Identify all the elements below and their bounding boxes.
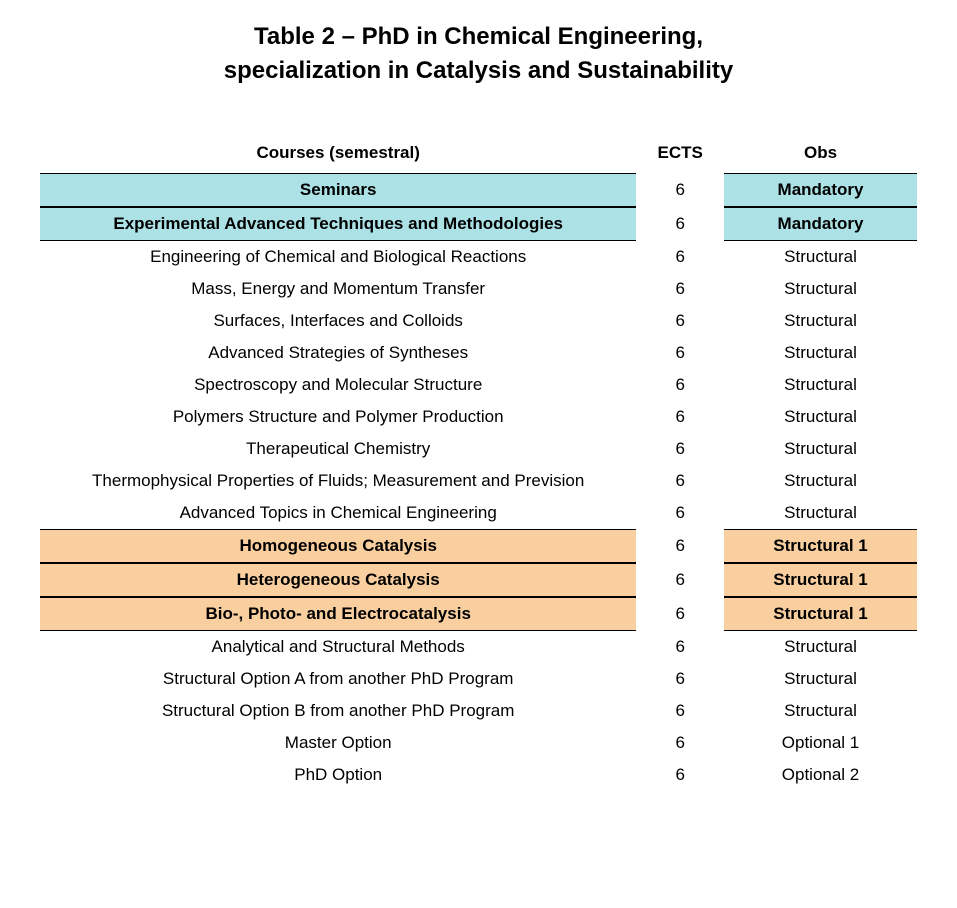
page: Table 2 – PhD in Chemical Engineering, s… [0, 0, 957, 831]
cell-course: Analytical and Structural Methods [40, 631, 636, 663]
col-header-courses: Courses (semestral) [40, 137, 636, 173]
cell-course: Surfaces, Interfaces and Colloids [40, 305, 636, 337]
cell-course: Bio-, Photo- and Electrocatalysis [40, 597, 636, 631]
cell-ects: 6 [636, 759, 724, 791]
table-row: Advanced Strategies of Syntheses6Structu… [40, 337, 917, 369]
cell-ects: 6 [636, 497, 724, 529]
cell-course: Engineering of Chemical and Biological R… [40, 241, 636, 273]
col-header-obs: Obs [724, 137, 917, 173]
cell-obs: Structural 1 [724, 597, 917, 631]
cell-obs: Structural [724, 401, 917, 433]
cell-ects: 6 [636, 727, 724, 759]
cell-course: Therapeutical Chemistry [40, 433, 636, 465]
cell-ects: 6 [636, 433, 724, 465]
cell-course: Polymers Structure and Polymer Productio… [40, 401, 636, 433]
cell-course: PhD Option [40, 759, 636, 791]
cell-ects: 6 [636, 465, 724, 497]
table-row: Therapeutical Chemistry6Structural [40, 433, 917, 465]
col-header-ects: ECTS [636, 137, 724, 173]
cell-ects: 6 [636, 337, 724, 369]
cell-obs: Structural [724, 337, 917, 369]
table-row: PhD Option6Optional 2 [40, 759, 917, 791]
table-row: Analytical and Structural Methods6Struct… [40, 631, 917, 663]
cell-ects: 6 [636, 663, 724, 695]
cell-obs: Structural [724, 369, 917, 401]
table-row: Bio-, Photo- and Electrocatalysis6Struct… [40, 597, 917, 631]
table-row: Master Option6Optional 1 [40, 727, 917, 759]
cell-course: Thermophysical Properties of Fluids; Mea… [40, 465, 636, 497]
table-title: Table 2 – PhD in Chemical Engineering, s… [40, 20, 917, 87]
cell-obs: Structural [724, 497, 917, 529]
cell-ects: 6 [636, 631, 724, 663]
courses-table: Courses (semestral) ECTS Obs Seminars6Ma… [40, 137, 917, 791]
cell-ects: 6 [636, 369, 724, 401]
table-row: Mass, Energy and Momentum Transfer6Struc… [40, 273, 917, 305]
table-body: Seminars6MandatoryExperimental Advanced … [40, 173, 917, 791]
cell-ects: 6 [636, 305, 724, 337]
table-row: Engineering of Chemical and Biological R… [40, 241, 917, 273]
cell-ects: 6 [636, 563, 724, 597]
table-row: Homogeneous Catalysis6Structural 1 [40, 529, 917, 563]
cell-obs: Structural [724, 663, 917, 695]
cell-obs: Structural 1 [724, 529, 917, 563]
cell-ects: 6 [636, 207, 724, 241]
table-header-row: Courses (semestral) ECTS Obs [40, 137, 917, 173]
cell-obs: Structural [724, 695, 917, 727]
cell-course: Master Option [40, 727, 636, 759]
cell-obs: Structural [724, 273, 917, 305]
cell-obs: Structural [724, 465, 917, 497]
cell-ects: 6 [636, 695, 724, 727]
cell-course: Homogeneous Catalysis [40, 529, 636, 563]
table-row: Experimental Advanced Techniques and Met… [40, 207, 917, 241]
cell-ects: 6 [636, 173, 724, 207]
cell-ects: 6 [636, 401, 724, 433]
table-row: Spectroscopy and Molecular Structure6Str… [40, 369, 917, 401]
cell-ects: 6 [636, 241, 724, 273]
table-row: Structural Option B from another PhD Pro… [40, 695, 917, 727]
table-row: Polymers Structure and Polymer Productio… [40, 401, 917, 433]
cell-course: Advanced Topics in Chemical Engineering [40, 497, 636, 529]
cell-obs: Structural [724, 631, 917, 663]
table-row: Advanced Topics in Chemical Engineering6… [40, 497, 917, 529]
table-row: Seminars6Mandatory [40, 173, 917, 207]
cell-ects: 6 [636, 597, 724, 631]
cell-obs: Structural 1 [724, 563, 917, 597]
cell-obs: Optional 1 [724, 727, 917, 759]
cell-obs: Structural [724, 433, 917, 465]
cell-course: Structural Option A from another PhD Pro… [40, 663, 636, 695]
cell-obs: Structural [724, 305, 917, 337]
table-row: Thermophysical Properties of Fluids; Mea… [40, 465, 917, 497]
cell-course: Mass, Energy and Momentum Transfer [40, 273, 636, 305]
cell-obs: Mandatory [724, 173, 917, 207]
cell-course: Advanced Strategies of Syntheses [40, 337, 636, 369]
cell-course: Experimental Advanced Techniques and Met… [40, 207, 636, 241]
cell-course: Spectroscopy and Molecular Structure [40, 369, 636, 401]
cell-course: Heterogeneous Catalysis [40, 563, 636, 597]
table-row: Structural Option A from another PhD Pro… [40, 663, 917, 695]
table-row: Heterogeneous Catalysis6Structural 1 [40, 563, 917, 597]
cell-obs: Mandatory [724, 207, 917, 241]
cell-course: Seminars [40, 173, 636, 207]
table-row: Surfaces, Interfaces and Colloids6Struct… [40, 305, 917, 337]
cell-course: Structural Option B from another PhD Pro… [40, 695, 636, 727]
title-line-1: Table 2 – PhD in Chemical Engineering, [254, 23, 703, 50]
title-line-2: specialization in Catalysis and Sustaina… [224, 57, 733, 84]
cell-obs: Structural [724, 241, 917, 273]
cell-ects: 6 [636, 273, 724, 305]
cell-obs: Optional 2 [724, 759, 917, 791]
cell-ects: 6 [636, 529, 724, 563]
